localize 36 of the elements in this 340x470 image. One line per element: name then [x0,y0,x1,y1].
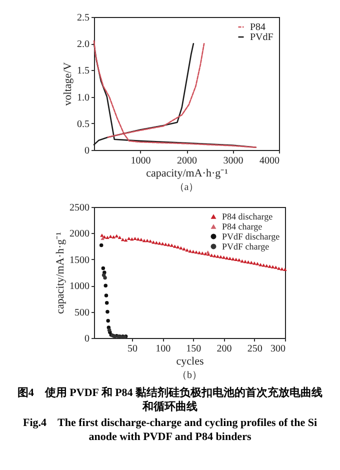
x-tick-label: 2000 [176,156,196,166]
x-tick-label: 4000 [259,156,279,166]
legend-label: PVdF discharge [222,232,280,242]
x-tick-label: 1000 [130,156,150,166]
y-tick-label: 1000 [69,281,89,292]
text: （b） [176,370,202,381]
x-axis-title: cycles [176,356,204,368]
y-tick-label: 2000 [69,228,89,240]
x-tick-label: 100 [155,344,170,354]
y-tick-label: 0.5 [76,118,89,130]
y-tick-label: 0 [84,146,89,156]
y-tick-label: 2500 [69,202,89,214]
y-tick-label: 1.5 [76,66,89,77]
caption: 图4 使用 PVDF 和 P84 黏结剂硅负极扣电池的首次充放电曲线和循环曲线 [16,386,324,414]
x-tick-label: 3000 [222,156,243,166]
y-tick-label: 1500 [69,254,89,266]
x-tick-label: 150 [186,344,201,354]
x-tick-label: 50 [126,344,137,354]
legend-label: P84 charge [222,222,262,232]
y-axis-title: voltage/V [62,62,74,106]
x-tick-label: 200 [216,344,232,354]
y-axis-title: capacity/mA·h·g⁻¹ [54,232,66,314]
x-axis-title: capacity/mA·h·g⁻¹ [146,168,228,180]
legend-label: P84 [250,22,266,33]
y-tick-label: 1.0 [76,92,89,104]
y-tick-label: 2.5 [76,12,89,24]
legend-label: PVdF [250,32,274,43]
x-tick-label: 250 [246,344,262,354]
legend-label: P84 discharge [222,212,272,222]
text: （a） [174,182,198,193]
y-tick-label: 2.0 [76,39,89,50]
caption: Fig.4 The first discharge-charge and cycling profiles of the Si anode with PVDF and P84 binders [22,416,318,444]
legend-label: PVdF charge [222,242,269,252]
y-tick-label: 0 [84,334,89,344]
y-tick-label: 500 [74,307,89,318]
x-tick-label: 300 [270,344,285,354]
